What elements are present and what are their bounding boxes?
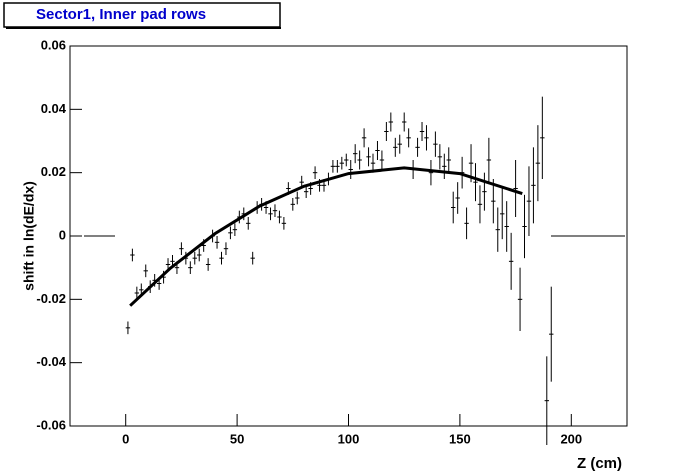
y-tick-label: 0.02 xyxy=(41,164,66,179)
y-tick-label: 0.06 xyxy=(41,37,66,52)
x-tick-label: 50 xyxy=(230,431,244,446)
x-axis-label: Z (cm) xyxy=(577,455,622,472)
y-tick-label: -0.04 xyxy=(36,354,66,369)
y-tick-label: 0.04 xyxy=(41,101,67,116)
x-tick-label: 200 xyxy=(560,431,582,446)
x-tick-label: 150 xyxy=(449,431,471,446)
x-tick-label: 100 xyxy=(338,431,360,446)
x-tick-label: 0 xyxy=(122,431,129,446)
fit-curve xyxy=(129,166,523,307)
title-box xyxy=(3,2,281,28)
y-tick-label: -0.02 xyxy=(36,291,66,306)
chart-title: Sector1, Inner pad rows xyxy=(36,6,206,23)
y-tick-label: -0.06 xyxy=(36,417,66,432)
y-tick-label: 0 xyxy=(59,227,66,242)
y-axis-label: shift in ln(dE/dx) xyxy=(21,181,37,291)
